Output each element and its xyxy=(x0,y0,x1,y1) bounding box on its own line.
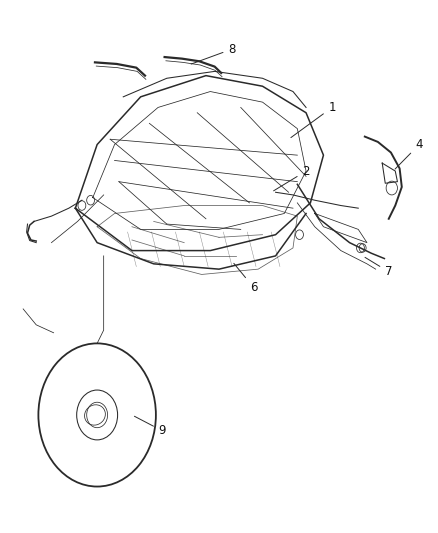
Text: 7: 7 xyxy=(365,257,392,278)
Text: 2: 2 xyxy=(274,165,310,191)
Text: 9: 9 xyxy=(134,416,166,438)
Text: 8: 8 xyxy=(191,43,236,64)
Text: 1: 1 xyxy=(291,101,336,138)
Text: 6: 6 xyxy=(234,263,258,294)
Text: 4: 4 xyxy=(395,138,423,169)
